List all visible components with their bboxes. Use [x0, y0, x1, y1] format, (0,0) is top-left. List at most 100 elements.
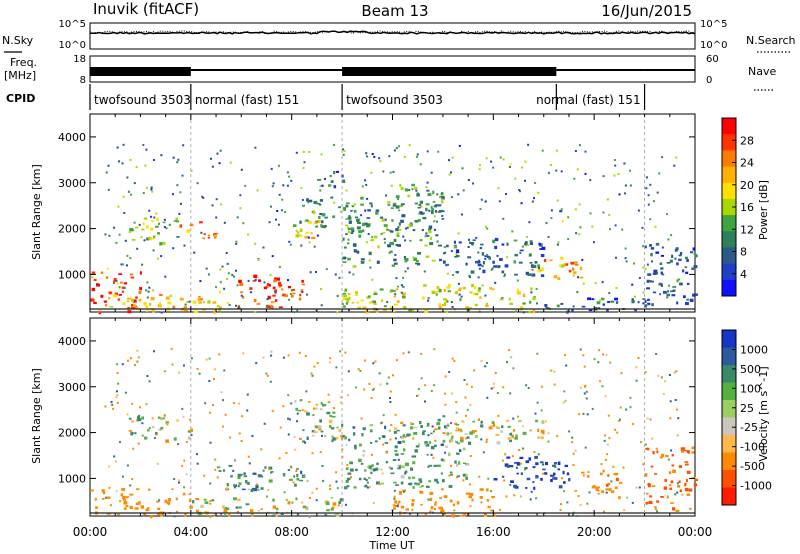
data-cell — [655, 508, 657, 511]
data-cell — [150, 215, 152, 218]
data-cell — [190, 434, 193, 436]
colorbar-tick-label: -500 — [740, 460, 765, 473]
data-cell — [358, 458, 362, 463]
data-cell — [393, 258, 397, 262]
data-cell — [352, 432, 356, 436]
data-cell — [392, 290, 396, 292]
data-cell — [605, 353, 608, 356]
data-cell — [130, 273, 134, 276]
data-cell — [308, 151, 311, 153]
data-cell — [394, 500, 398, 504]
data-cell — [141, 416, 144, 420]
data-cell — [412, 486, 415, 489]
data-cell — [608, 214, 611, 217]
data-cell — [282, 356, 285, 359]
data-cell — [146, 296, 149, 299]
data-cell — [103, 300, 108, 303]
data-cell — [597, 486, 600, 489]
data-cell — [332, 502, 337, 506]
data-cell — [167, 301, 172, 305]
data-cell — [543, 258, 547, 263]
data-cell — [540, 254, 545, 258]
data-cell — [439, 497, 442, 499]
data-cell — [574, 208, 577, 211]
data-cell — [492, 423, 496, 427]
data-cell — [160, 311, 163, 314]
data-cell — [183, 244, 186, 247]
data-cell — [373, 155, 376, 158]
data-cell — [162, 221, 166, 224]
data-cell — [116, 401, 119, 404]
data-cell — [681, 493, 684, 496]
data-cell — [501, 297, 504, 299]
data-cell — [115, 279, 118, 282]
data-cell — [360, 260, 365, 264]
data-cell — [675, 509, 680, 512]
data-cell — [219, 290, 222, 294]
data-cell — [375, 481, 380, 485]
data-cell — [673, 164, 676, 167]
data-cell — [454, 422, 458, 425]
colorbar-swatch — [722, 247, 736, 265]
data-cell — [376, 468, 380, 471]
data-cell — [237, 473, 242, 477]
data-cell — [255, 483, 258, 486]
data-cell — [390, 467, 393, 470]
data-cell — [646, 417, 649, 420]
data-cell — [145, 289, 147, 292]
data-cell — [403, 448, 406, 452]
data-cell — [383, 238, 386, 240]
data-cell — [394, 445, 398, 449]
data-cell — [388, 429, 392, 432]
data-cell — [556, 199, 559, 202]
data-cell — [579, 266, 583, 271]
data-cell — [310, 232, 313, 234]
data-cell — [406, 267, 409, 270]
data-cell — [173, 437, 177, 441]
data-cell — [669, 487, 673, 490]
data-cell — [449, 499, 453, 503]
data-cell — [138, 223, 141, 226]
data-cell — [526, 244, 529, 247]
data-cell — [661, 273, 665, 276]
data-cell — [332, 215, 336, 219]
data-cell — [196, 453, 198, 456]
colorbar-swatch — [722, 231, 736, 248]
data-cell — [324, 216, 328, 219]
data-cell — [354, 249, 358, 253]
data-cell — [138, 291, 142, 295]
data-cell — [189, 223, 194, 227]
data-cell — [436, 220, 438, 223]
data-cell — [183, 486, 186, 489]
data-cell — [91, 271, 96, 275]
data-cell — [398, 500, 401, 504]
data-cell — [433, 215, 436, 218]
data-cell — [378, 157, 381, 160]
data-cell — [138, 414, 141, 418]
data-cell — [618, 481, 623, 484]
data-cell — [220, 203, 223, 206]
data-cell — [604, 458, 607, 461]
data-cell — [649, 495, 653, 498]
data-cell — [134, 364, 136, 366]
colorbar-tick-label: 1000 — [740, 343, 768, 356]
data-cell — [526, 236, 529, 238]
data-cell — [415, 445, 420, 448]
data-cell — [141, 263, 144, 266]
data-cell — [356, 301, 360, 304]
data-cell — [450, 439, 454, 443]
data-cell — [399, 491, 402, 495]
data-cell — [605, 483, 609, 487]
data-cell — [268, 468, 271, 471]
data-cell — [605, 488, 610, 491]
data-cell — [232, 469, 235, 472]
data-cell — [308, 515, 311, 518]
data-cell — [369, 202, 373, 205]
data-cell — [661, 246, 664, 249]
data-cell — [557, 468, 561, 471]
data-cell — [657, 374, 660, 377]
data-cell — [270, 167, 273, 170]
data-cell — [462, 189, 465, 192]
data-cell — [684, 484, 687, 487]
data-cell — [536, 352, 539, 355]
